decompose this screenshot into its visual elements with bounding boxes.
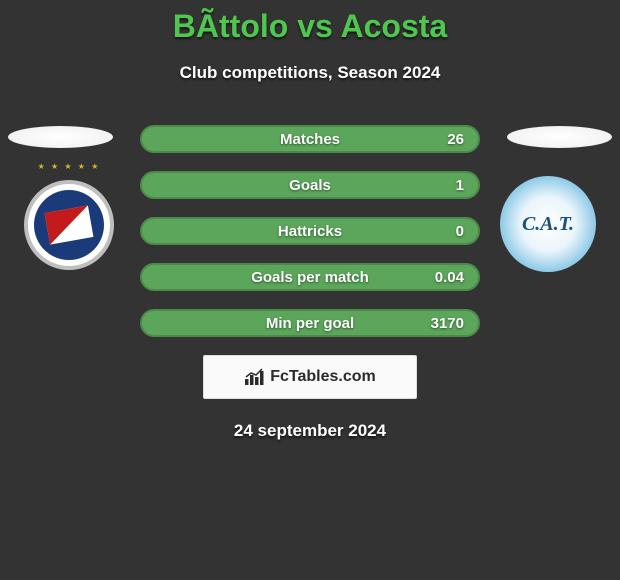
team-crest-left: ★ ★ ★ ★ ★ — [24, 180, 114, 270]
comparison-card: BÃ­ttolo vs Acosta Club competitions, Se… — [0, 0, 620, 441]
team-crest-right: C.A.T. — [500, 176, 596, 272]
branding-text: FcTables.com — [270, 368, 376, 386]
stats-list: Matches 26 Goals 1 Hattricks 0 Goals per… — [140, 125, 480, 337]
date-text: 24 september 2024 — [0, 421, 620, 441]
crest-left-inner — [34, 190, 104, 260]
stat-value: 3170 — [431, 315, 464, 332]
stat-row-hattricks: Hattricks 0 — [140, 217, 480, 245]
stat-row-goals-per-match: Goals per match 0.04 — [140, 263, 480, 291]
stat-label: Goals — [289, 177, 331, 194]
page-title: BÃ­ttolo vs Acosta — [0, 8, 620, 45]
stat-value: 0.04 — [435, 269, 464, 286]
chart-bar-icon — [244, 368, 266, 386]
player-silhouette-right — [507, 126, 612, 148]
stat-label: Min per goal — [266, 315, 354, 332]
crest-stars: ★ ★ ★ ★ ★ — [38, 162, 101, 171]
player-silhouette-left — [8, 126, 113, 148]
stat-row-min-per-goal: Min per goal 3170 — [140, 309, 480, 337]
branding-box[interactable]: FcTables.com — [203, 355, 417, 399]
stat-label: Matches — [280, 131, 340, 148]
stat-row-matches: Matches 26 — [140, 125, 480, 153]
stat-label: Goals per match — [251, 269, 369, 286]
subtitle: Club competitions, Season 2024 — [0, 63, 620, 83]
crest-flag-icon — [45, 205, 94, 244]
stat-row-goals: Goals 1 — [140, 171, 480, 199]
stat-value: 0 — [456, 223, 464, 240]
stat-value: 26 — [447, 131, 464, 148]
stat-value: 1 — [456, 177, 464, 194]
stat-label: Hattricks — [278, 223, 342, 240]
crest-right-text: C.A.T. — [522, 213, 574, 236]
